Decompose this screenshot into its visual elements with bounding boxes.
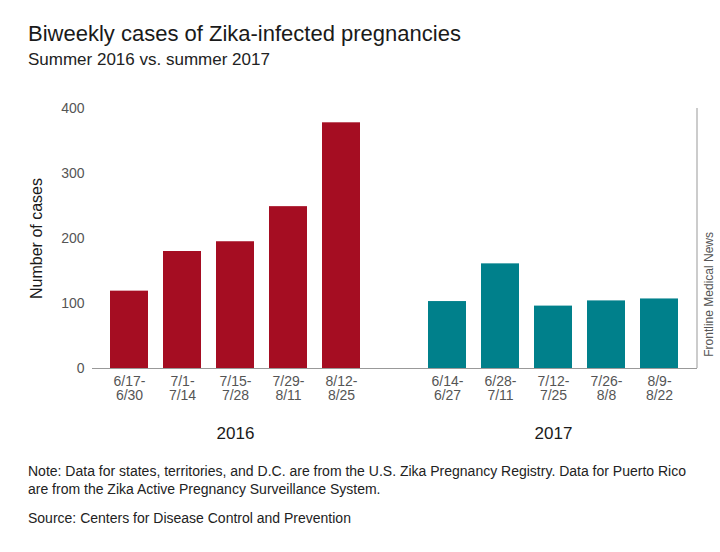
html-text:Biweekly cases of Zika-infecte: Biweekly cases of Zika-infected pregnanc… [28, 21, 461, 46]
svg-text:2016: 2016 [217, 424, 255, 443]
html-text:Summer 2016 vs. summer 2017: Summer 2016 vs. summer 2017 [28, 50, 270, 69]
svg-text:7/12-7/25: 7/12-7/25 [538, 373, 570, 403]
svg-text:300: 300 [61, 165, 85, 181]
svg-text:7/15-7/28: 7/15-7/28 [220, 373, 252, 403]
svg-text:8/12-8/25: 8/12-8/25 [326, 373, 358, 403]
svg-text:7/1-7/14: 7/1-7/14 [169, 373, 196, 403]
html-text:Frontline Medical News: Frontline Medical News [702, 232, 716, 357]
svg-text:0: 0 [77, 360, 85, 376]
svg-text:6/14-6/27: 6/14-6/27 [432, 373, 464, 403]
svg-text:6/28-7/11: 6/28-7/11 [485, 373, 517, 403]
svg-text:400: 400 [61, 100, 85, 116]
svg-text:8/9-8/22: 8/9-8/22 [646, 373, 673, 403]
svg-text:200: 200 [61, 230, 85, 246]
html-text:Source: Centers for Disease Co: Source: Centers for Disease Control and … [28, 510, 351, 526]
html-text:Note: Data for states, territo: Note: Data for states, territories, and … [28, 463, 686, 497]
svg-text:2017: 2017 [535, 424, 573, 443]
svg-text:7/26-8/8: 7/26-8/8 [591, 373, 623, 403]
svg-text:Number of cases: Number of cases [28, 178, 45, 299]
svg-text:100: 100 [61, 295, 85, 311]
svg-text:6/17-6/30: 6/17-6/30 [114, 373, 146, 403]
svg-text:7/29-8/11: 7/29-8/11 [273, 373, 305, 403]
